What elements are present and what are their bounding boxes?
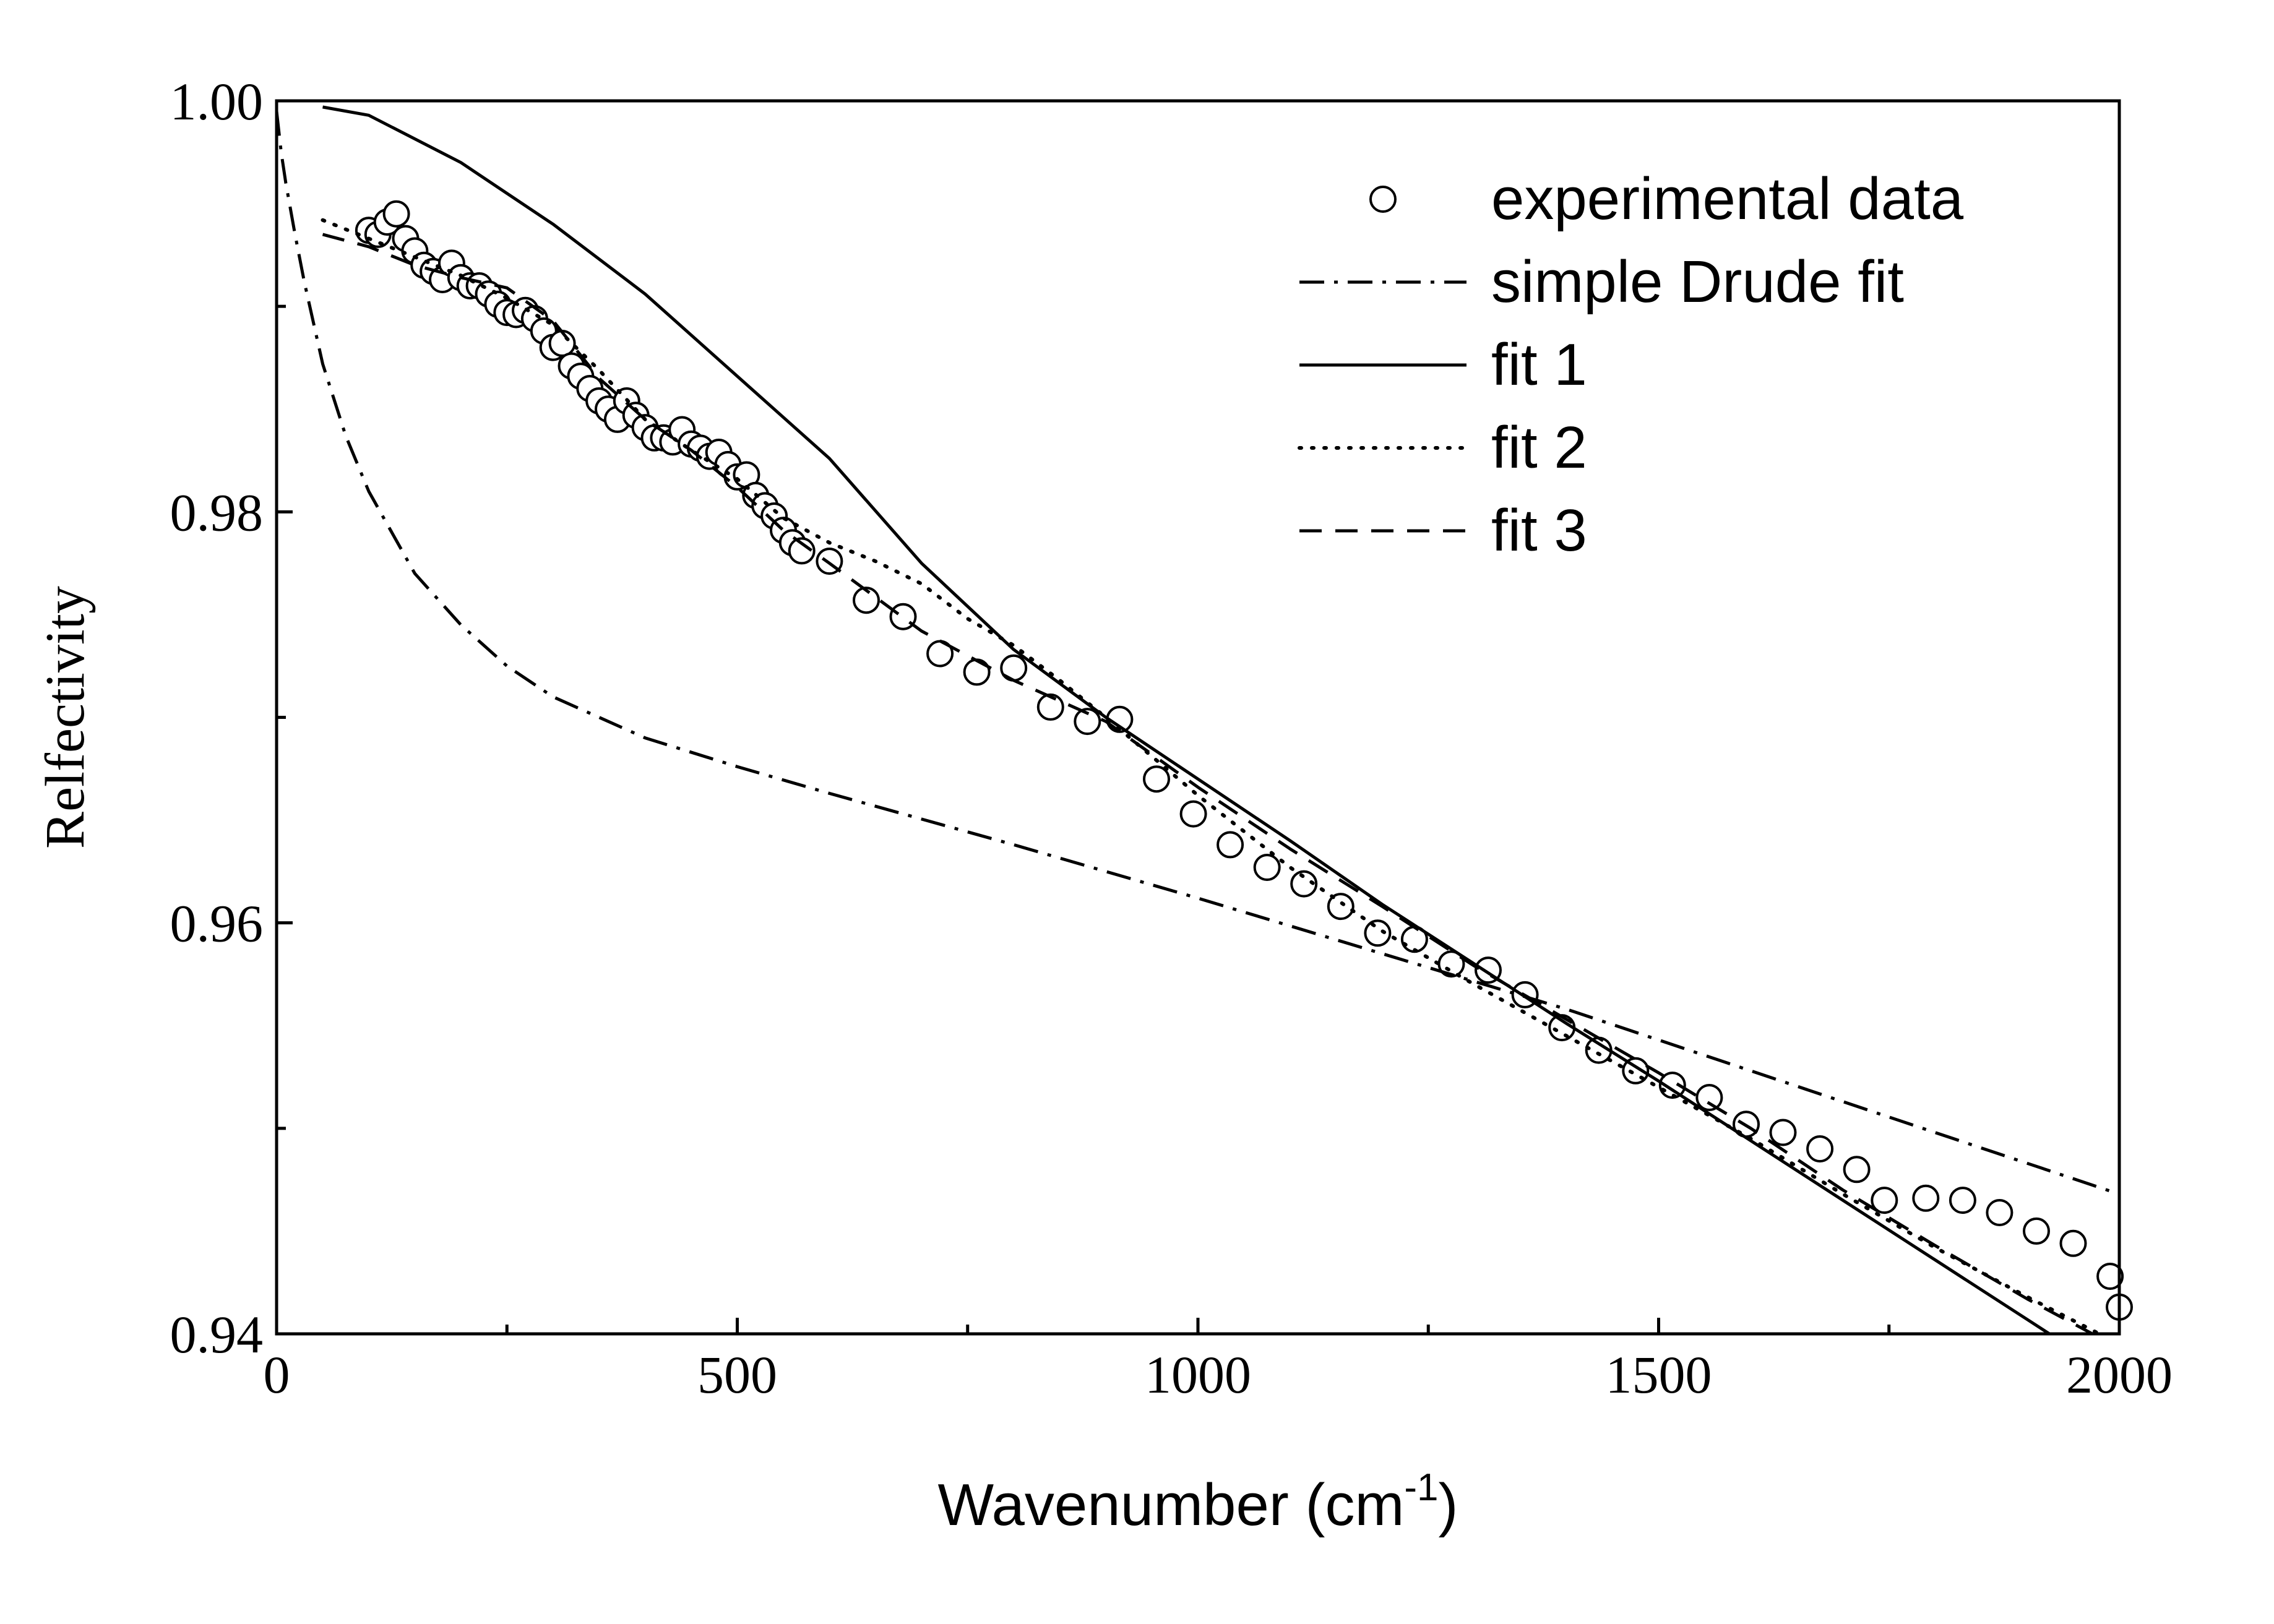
x-axis-label-suffix: ) <box>1439 1472 1458 1538</box>
series-layer <box>277 105 2133 1334</box>
x-tick-label: 1500 <box>1606 1345 1712 1404</box>
data-point <box>1327 893 1354 921</box>
legend-marker <box>1369 186 1397 213</box>
data-point <box>1143 765 1170 793</box>
y-tick-label: 0.94 <box>170 1305 264 1364</box>
legend-label: fit 3 <box>1491 497 1587 564</box>
series-line-simple-drude-fit <box>277 111 2119 1196</box>
x-tick-label: 2000 <box>2066 1345 2173 1404</box>
data-point <box>1871 1187 1898 1214</box>
y-axis-label: Relfectivity <box>35 586 96 849</box>
labels-layer: 0 500 1000 1500 2000 0.94 0.96 0.98 1.00 Wavenumb… <box>35 72 2173 1538</box>
series-line-fit-2 <box>321 218 2104 1334</box>
data-point <box>2023 1217 2050 1245</box>
data-point <box>1986 1199 2013 1226</box>
data-point <box>1074 708 1101 736</box>
legend-entry-fit-2: fit 2 <box>1298 415 1587 481</box>
data-point <box>1949 1187 1976 1214</box>
x-tick-label: 0 <box>264 1345 290 1404</box>
data-point <box>1364 919 1392 947</box>
data-point <box>963 658 991 686</box>
legend-entry-experimental-data: experimental data <box>1369 166 1964 232</box>
x-axis-label-superscript: -1 <box>1404 1466 1438 1509</box>
data-point <box>2059 1229 2087 1257</box>
legend: experimental data simple Drude fit fit 1 fi… <box>1298 166 1964 564</box>
series-line-fit-3 <box>322 233 2096 1334</box>
legend-label: simple Drude fit <box>1491 249 1904 315</box>
data-point <box>853 586 880 614</box>
data-point <box>2096 1263 2124 1290</box>
y-tick-label: 1.00 <box>170 72 264 131</box>
data-point <box>1843 1156 1871 1184</box>
data-point <box>1179 800 1207 828</box>
y-tick-label: 0.96 <box>170 894 264 953</box>
x-tick-label: 1000 <box>1145 1345 1251 1404</box>
data-point <box>1806 1135 1834 1162</box>
legend-label: fit 1 <box>1491 332 1587 398</box>
axes-layer <box>275 99 2121 1336</box>
x-axis-label-main: Wavenumber (cm <box>937 1472 1404 1538</box>
data-point <box>1658 1072 1686 1099</box>
legend-entry-simple-drude-fit: simple Drude fit <box>1299 249 1904 315</box>
data-point <box>382 200 410 228</box>
legend-entry-fit-3: fit 3 <box>1299 497 1587 564</box>
data-point <box>788 537 816 565</box>
y-tick-label: 0.98 <box>170 483 264 542</box>
legend-label: fit 2 <box>1491 415 1587 481</box>
legend-label: experimental data <box>1491 166 1964 232</box>
data-point <box>1912 1184 1940 1212</box>
x-axis-label: Wavenumber (cm-1) <box>937 1466 1458 1538</box>
data-point <box>1695 1084 1723 1111</box>
series-line-fit-1 <box>322 105 2052 1334</box>
data-point <box>1769 1119 1797 1146</box>
legend-entry-fit-1: fit 1 <box>1299 332 1587 398</box>
x-tick-label: 500 <box>697 1345 777 1404</box>
data-point <box>1217 831 1244 859</box>
data-point <box>1036 693 1064 721</box>
data-point <box>1290 870 1318 898</box>
data-point <box>1253 854 1281 881</box>
